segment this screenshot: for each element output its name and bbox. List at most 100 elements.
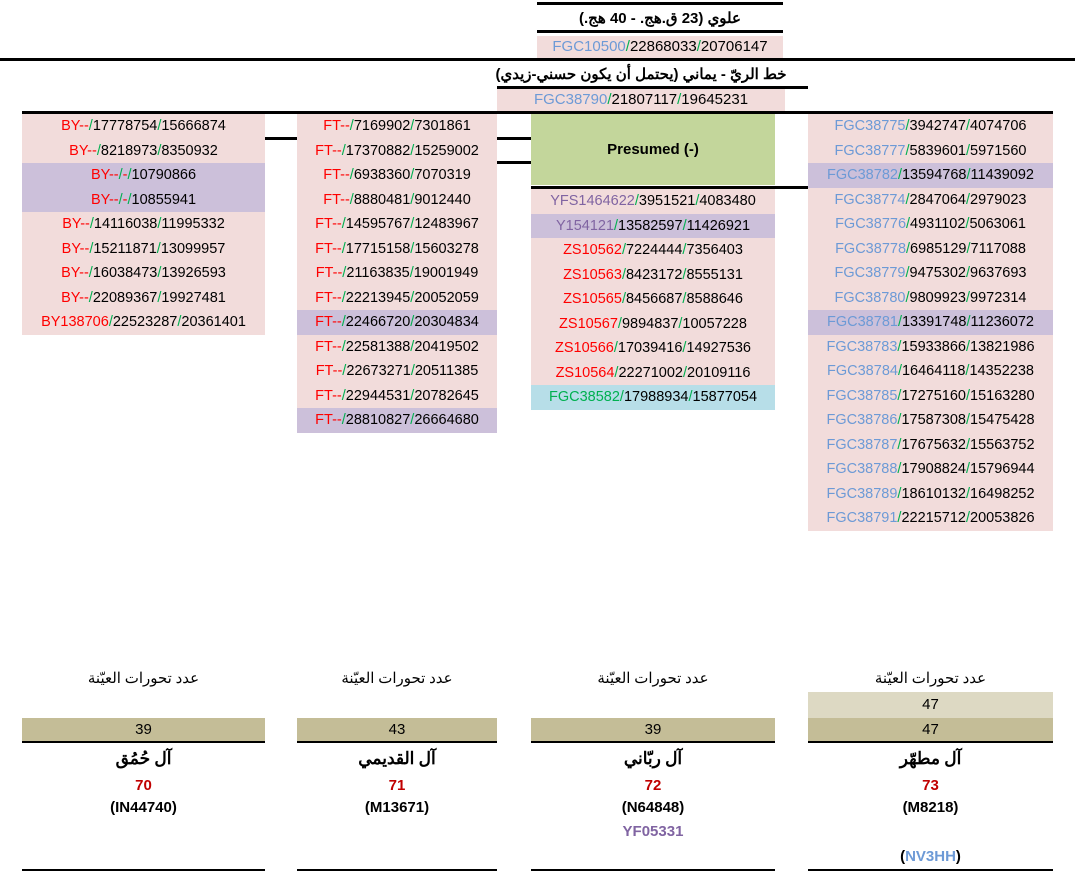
snp-value: 17908824 — [901, 461, 966, 478]
snp-separator: / — [88, 265, 93, 282]
snp-separator: / — [410, 289, 415, 306]
snp-separator: / — [607, 91, 612, 108]
snp-name: ZS10563 — [563, 266, 622, 283]
snp-row: FT--/28810827/26664680 — [297, 408, 497, 433]
snp-name: ZS10567 — [559, 315, 618, 332]
fgc-branch-column: FGC38775/3942747/4074706 FGC38777/5839601… — [808, 114, 1053, 531]
snp-separator: / — [965, 289, 970, 306]
snp-value: 10855941 — [131, 191, 197, 208]
snp-separator: / — [341, 240, 346, 257]
clan-name: آل حُمُق — [115, 748, 172, 768]
snp-row: BY138706/22523287/20361401 — [22, 310, 265, 335]
snp-separator: / — [625, 38, 630, 55]
snp-separator: / — [965, 142, 970, 159]
sample-mutations-label: عدد تحورات العيّنة — [597, 670, 709, 687]
snp-value: 17370882 — [345, 142, 411, 159]
snp-name: BY-- — [61, 265, 89, 282]
snp-name: FGC38790 — [533, 91, 608, 108]
kit-id: (M8218) — [902, 798, 959, 816]
snp-name: Y154121 — [555, 217, 615, 234]
snp-separator: / — [696, 38, 701, 55]
snp-name: FGC38774 — [834, 191, 906, 208]
by-branch-column: BY--/17778754/15666874 BY--/8218973/83509… — [22, 114, 265, 335]
snp-name: BY138706 — [41, 314, 109, 331]
snp-row: FGC38783/15933866/13821986 — [808, 334, 1053, 359]
snp-name: FT-- — [315, 314, 342, 331]
snp-row: FT--/22581388/20419502 — [297, 334, 497, 359]
snp-separator: / — [88, 289, 93, 306]
snp-value: 15259002 — [414, 142, 479, 159]
snp-separator: / — [634, 193, 639, 210]
snp-separator: / — [157, 118, 162, 135]
snp-separator: / — [965, 118, 970, 135]
snp-name: FGC38791 — [826, 510, 898, 527]
snp-value: 14927536 — [686, 340, 751, 357]
snp-value: 16464118 — [901, 363, 966, 380]
snp-value: 19927481 — [161, 289, 226, 306]
snp-value: - — [122, 167, 128, 184]
snp-value: 7224444 — [625, 242, 683, 259]
snp-value: 22215712 — [901, 510, 966, 527]
snp-separator: / — [177, 314, 182, 331]
snp-separator: / — [965, 338, 970, 355]
snp-value: 15877054 — [692, 389, 758, 406]
snp-separator: / — [897, 338, 902, 355]
presumed-box: Presumed (-) — [531, 114, 775, 185]
snp-value: 22466720 — [345, 314, 411, 331]
snp-separator: / — [349, 191, 354, 208]
snp-name: BY-- — [69, 142, 97, 159]
snp-row: BY--/14116038/11995332 — [22, 212, 265, 237]
snp-separator: / — [156, 240, 161, 257]
snp-row: BY-- / -/10790866 — [22, 163, 265, 188]
snp-value: 17039416 — [617, 340, 683, 357]
snp-row: FGC38781/13391748/11236072 — [808, 310, 1053, 335]
snp-separator: / — [897, 412, 902, 429]
mutation-count-box: 47 — [808, 717, 1053, 743]
snp-name: FT-- — [315, 338, 342, 355]
snp-row: FGC38778/6985129/7117088 — [808, 236, 1053, 261]
snp-name: FT-- — [315, 289, 342, 306]
snp-separator: / — [118, 167, 123, 184]
snp-row: ZS10566/17039416/14927536 — [531, 336, 775, 361]
snp-row: ZS10562/7224444/7356403 — [531, 238, 775, 263]
mutation-count-box: 47 — [808, 692, 1053, 718]
snp-name: FGC38776 — [835, 216, 907, 233]
snp-name: FGC38781 — [827, 314, 898, 331]
snp-value: 11995332 — [161, 216, 225, 233]
snp-separator: / — [965, 363, 970, 380]
snp-value: 22089367 — [92, 289, 158, 306]
sample-bottom-line — [297, 868, 497, 871]
snp-row: BY--/17778754/15666874 — [22, 114, 265, 139]
snp-row: ZS10564/22271002/20109116 — [531, 360, 775, 385]
snp-value: 15933866 — [901, 338, 966, 355]
sample-bottom-line — [531, 868, 775, 871]
snp-value: 9809923 — [909, 289, 966, 306]
kit-id: (IN44740) — [110, 798, 177, 816]
snp-separator: / — [349, 167, 354, 184]
snp-row: FGC38787/17675632/15563752 — [808, 432, 1053, 457]
snp-value: 4074706 — [970, 118, 1027, 135]
snp-separator: / — [613, 340, 618, 357]
snp-separator: / — [965, 387, 970, 404]
snp-value: 17675632 — [901, 436, 966, 453]
snp-name: FGC38782 — [827, 167, 898, 184]
snp-value: 17275160 — [901, 387, 966, 404]
kit-id: (M13671) — [364, 798, 430, 816]
snp-row: BY--/8218973/8350932 — [22, 138, 265, 163]
snp-separator: / — [88, 118, 93, 135]
snp-name: FT-- — [315, 412, 342, 429]
clan-number: 70 — [135, 776, 152, 794]
header-second-title: خط الريّ - يماني (يحتمل أن يكون حسني-زيد… — [495, 65, 787, 83]
snp-value: 6938360 — [353, 167, 411, 184]
snp-name: FT-- — [323, 191, 350, 208]
snp-separator: / — [619, 389, 624, 406]
snp-value: 20782645 — [414, 387, 479, 404]
snp-name: FGC38787 — [826, 436, 898, 453]
clan-number: 71 — [388, 776, 406, 794]
snp-name: BY-- — [90, 191, 119, 208]
snp-value: 15666874 — [161, 118, 226, 135]
snp-separator: / — [905, 191, 910, 208]
snp-name: FGC38784 — [827, 363, 898, 380]
snp-value: 17778754 — [92, 118, 158, 135]
snp-separator: / — [897, 363, 902, 380]
